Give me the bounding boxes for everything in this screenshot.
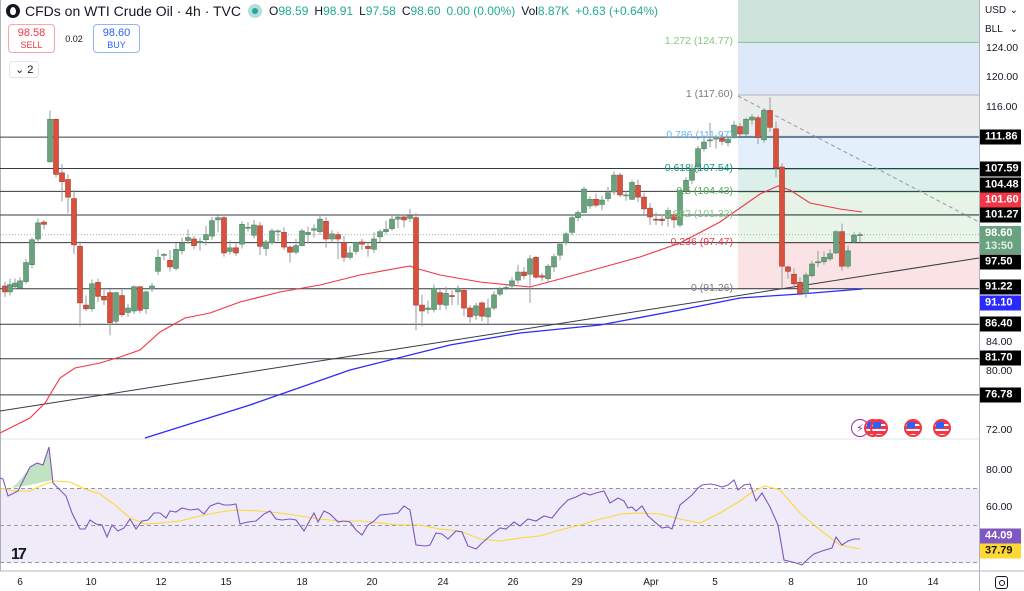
symbol-header: CFDs on WTI Crude Oil · 4h · TVC O98.59 … xyxy=(6,3,658,19)
buy-button[interactable]: 98.60 BUY xyxy=(93,24,140,53)
time-tick: 12 xyxy=(155,577,167,588)
symbol-title[interactable]: CFDs on WTI Crude Oil · 4h · TVC xyxy=(25,3,242,19)
us-flag-event-icon[interactable] xyxy=(904,419,922,437)
price-label-tag: 81.70 xyxy=(980,350,1021,366)
price-label-tag: 111.86 xyxy=(980,129,1021,145)
chevron-down-icon: ⌄ xyxy=(15,64,25,76)
time-tick: 26 xyxy=(507,577,519,588)
spread-value: 0.02 xyxy=(65,33,83,44)
price-label-tag: 98.60 13:50 xyxy=(980,226,1021,254)
fib-level-label: 0.236 (97.47) xyxy=(670,235,733,248)
price-label-tag: 107.59 xyxy=(980,161,1021,177)
fib-level-label: 0.618 (107.54) xyxy=(664,161,733,174)
price-tick: 72.00 xyxy=(986,423,1013,436)
unit-dropdown[interactable]: BLL ⌄ xyxy=(985,24,1018,35)
sell-label: SELL xyxy=(20,39,43,50)
fib-level-label: 0.382 (101.32) xyxy=(664,207,733,220)
fib-level-label: 0.786 (111.97) xyxy=(666,129,733,142)
countdown-timer: 13:50 xyxy=(985,240,1014,252)
price-label-tag: 91.10 xyxy=(980,295,1021,311)
settings-icon[interactable] xyxy=(995,576,1008,589)
rsi-tick: 80.00 xyxy=(986,464,1013,476)
oil-drop-icon xyxy=(6,4,20,18)
ohlc-values: O98.59 H98.91 L97.58 C98.60 0.00 (0.00%)… xyxy=(269,4,659,18)
buy-price: 98.60 xyxy=(102,26,131,39)
fib-level-label: 1 (117.60) xyxy=(685,88,733,100)
fib-level-label: 1.272 (124.77) xyxy=(664,35,733,48)
time-tick: 15 xyxy=(220,577,232,588)
chevron-down-icon: ⌄ xyxy=(1009,24,1018,35)
tradingview-logo: 17 xyxy=(11,546,27,563)
us-flag-event-icon[interactable] xyxy=(870,419,888,437)
time-tick: 14 xyxy=(927,577,939,588)
time-tick: 10 xyxy=(856,577,868,588)
price-label-tag: 91.22 xyxy=(980,279,1021,295)
price-tick: 120.00 xyxy=(986,71,1019,84)
rsi-value-tag: 37.79 xyxy=(980,543,1021,559)
indicator-count: 2 xyxy=(27,63,34,76)
price-label-tag: 97.50 xyxy=(980,254,1021,270)
time-tick: 29 xyxy=(571,577,583,588)
price-tick: 84.00 xyxy=(986,335,1013,348)
price-label-tag: 86.40 xyxy=(980,316,1021,332)
price-label-tag: 101.60 xyxy=(980,192,1021,208)
indicators-toggle-button[interactable]: ⌄ 2 xyxy=(9,61,40,78)
price-label-tag: 101.27 xyxy=(980,207,1021,223)
time-tick: 18 xyxy=(296,577,308,588)
chevron-down-icon: ⌄ xyxy=(1009,5,1018,16)
rsi-value-tag: 44.09 xyxy=(980,528,1021,544)
time-tick: 24 xyxy=(437,577,449,588)
price-label-tag: 76.78 xyxy=(980,387,1021,403)
time-tick: Apr xyxy=(643,577,659,588)
price-label-tag: 104.48 xyxy=(980,177,1021,193)
sell-button[interactable]: 98.58 SELL xyxy=(8,24,55,53)
sell-price: 98.58 xyxy=(17,26,46,39)
price-tick: 80.00 xyxy=(986,365,1013,378)
price-tick: 116.00 xyxy=(986,100,1018,113)
time-tick: 8 xyxy=(788,577,794,588)
currency-selector[interactable]: USD ⌄ BLL ⌄ xyxy=(981,1,1022,39)
time-tick: 6 xyxy=(17,577,23,588)
fib-level-label: 0.5 (104.43) xyxy=(676,184,733,197)
time-tick: 5 xyxy=(712,577,718,588)
trade-panel: 98.58 SELL 0.02 98.60 BUY xyxy=(8,24,140,53)
us-flag-event-icon[interactable] xyxy=(933,419,951,437)
time-tick: 10 xyxy=(85,577,97,588)
buy-label: BUY xyxy=(107,39,126,50)
rsi-tick: 60.00 xyxy=(986,501,1013,513)
fib-level-label: 0 (91.26) xyxy=(690,281,733,294)
price-tick: 124.00 xyxy=(986,42,1019,54)
market-status-icon xyxy=(248,4,263,18)
time-tick: 20 xyxy=(366,577,378,588)
currency-dropdown[interactable]: USD ⌄ xyxy=(985,5,1018,16)
